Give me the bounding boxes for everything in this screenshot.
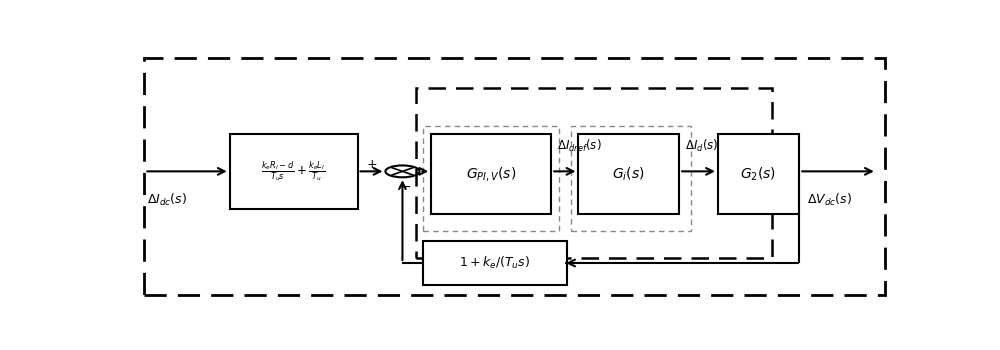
Text: $\Delta I_d(s)$: $\Delta I_d(s)$ (685, 138, 718, 154)
FancyBboxPatch shape (423, 241, 567, 285)
Text: $\frac{k_e R_l - d}{T_u s} + \frac{k_e L_l}{T_u}$: $\frac{k_e R_l - d}{T_u s} + \frac{k_e L… (261, 159, 326, 183)
Text: $-$: $-$ (400, 180, 411, 193)
FancyBboxPatch shape (431, 134, 551, 215)
FancyBboxPatch shape (230, 134, 358, 209)
Text: $\Delta V_{dc}(s)$: $\Delta V_{dc}(s)$ (807, 191, 852, 208)
Text: $G_i(s)$: $G_i(s)$ (612, 165, 645, 183)
Text: $\Delta I_{dref}(s)$: $\Delta I_{dref}(s)$ (557, 138, 602, 154)
Text: $G_{PI,V}(s)$: $G_{PI,V}(s)$ (466, 165, 516, 183)
FancyBboxPatch shape (718, 134, 799, 215)
Text: $\Delta I_{dc}(s)$: $\Delta I_{dc}(s)$ (147, 191, 187, 208)
Text: $+$: $+$ (366, 158, 378, 171)
FancyBboxPatch shape (578, 134, 679, 215)
Text: $1+k_e/(T_u s)$: $1+k_e/(T_u s)$ (459, 255, 531, 271)
Text: $G_2(s)$: $G_2(s)$ (740, 165, 777, 183)
